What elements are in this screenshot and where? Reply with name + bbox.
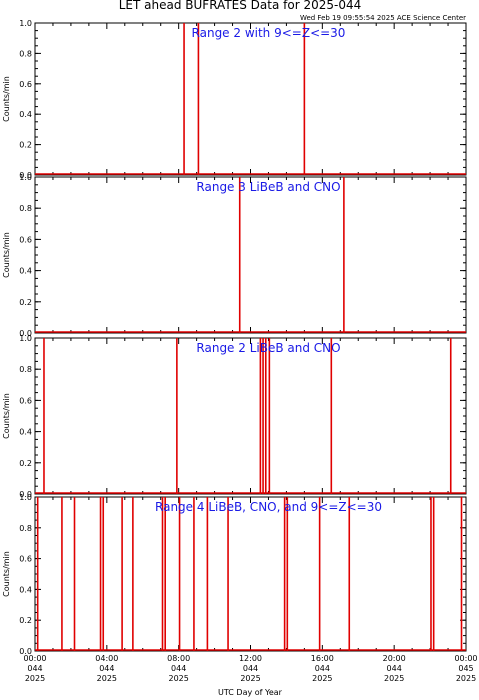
y-tick-label: 0.8 [19,204,32,213]
y-tick-label: 0.2 [19,459,32,468]
x-tick-year: 2025 [240,674,260,683]
panel-4: 0.0 0.2 0.4 0.6 0.8 1.0 Counts/min Range 4 LiBe… [2,493,467,656]
panel-title: Range 2 with 9<=Z<=30 [192,26,346,40]
y-axis-label: Counts/min [2,232,11,278]
y-axis-label: Counts/min [2,551,11,597]
panel-frame [34,176,467,334]
panel-1: 0.0 0.2 0.4 0.6 0.8 1.0 Counts/min Range 2 with… [2,19,467,180]
x-tick-doy: 044 [27,664,42,673]
y-tick-label: 0.0 [19,490,32,499]
x-tick-doy: 044 [315,664,330,673]
panel-3: 0.0 0.2 0.4 0.6 0.8 1.0 Counts/min Range 2 LiBe… [2,334,467,499]
x-tick-time: 04:00 [95,654,118,663]
panel-frame [34,337,467,495]
y-tick-label: 0.2 [19,616,32,625]
x-tick-year: 2025 [168,674,188,683]
x-tick-time: 12:00 [239,654,262,663]
y-tick-label: 0.6 [19,80,32,89]
x-tick-doy: 044 [99,664,114,673]
y-tick-label: 0.4 [19,428,32,437]
x-axis-label: UTC Day of Year [218,688,283,697]
y-tick-label: 0.2 [19,298,32,307]
panel-frame [34,22,467,176]
y-tick-label: 0.0 [19,171,32,180]
x-tick-year: 2025 [384,674,404,683]
y-tick-label: 0.8 [19,365,32,374]
y-tick-label: 0.0 [19,647,32,656]
y-tick-label: 1.0 [19,493,32,502]
x-tick-doy: 044 [243,664,258,673]
x-tick-year: 2025 [25,674,45,683]
y-tick-label: 1.0 [19,173,32,182]
x-tick-time: 00:00 [454,654,477,663]
y-tick-label: 0.6 [19,235,32,244]
panel-2: 0.0 0.2 0.4 0.6 0.8 1.0 Counts/min Range 3 LiBe… [2,173,467,338]
panels-group: 0.0 0.2 0.4 0.6 0.8 1.0 Counts/min Range 2 with… [2,19,467,656]
y-tick-label: 0.6 [19,396,32,405]
x-tick-time: 16:00 [311,654,334,663]
x-tick-time: 20:00 [383,654,406,663]
y-tick-label: 0.4 [19,585,32,594]
y-tick-label: 0.8 [19,524,32,533]
y-tick-label: 0.8 [19,49,32,58]
x-tick-year: 2025 [97,674,117,683]
panel-title: Range 4 LiBeB, CNO, and 9<=Z<=30 [155,500,382,514]
y-tick-label: 1.0 [19,334,32,343]
panel-title: Range 2 LiBeB and CNO [196,341,340,355]
x-tick-year: 2025 [312,674,332,683]
y-tick-label: 0.6 [19,555,32,564]
y-axis-label: Counts/min [2,393,11,439]
x-tick-doy: 044 [171,664,186,673]
y-tick-label: 0.4 [19,267,32,276]
y-tick-label: 0.0 [19,329,32,338]
x-tick-doy: 045 [458,664,473,673]
panel-frame [34,496,467,652]
y-tick-label: 1.0 [19,19,32,28]
x-tick-time: 08:00 [167,654,190,663]
y-tick-label: 0.4 [19,110,32,119]
panel-title: Range 3 LiBeB and CNO [196,180,340,194]
y-axis-label: Counts/min [2,76,11,122]
y-tick-label: 0.2 [19,141,32,150]
x-axis: 00:00044202504:00044202508:00044202512:0… [23,654,477,683]
x-tick-year: 2025 [456,674,476,683]
x-tick-doy: 044 [387,664,402,673]
x-tick-time: 00:00 [23,654,46,663]
generation-timestamp: Wed Feb 19 09:55:54 2025 ACE Science Cen… [300,14,466,22]
chart-title: LET ahead BUFRATES Data for 2025-044 [119,0,361,12]
